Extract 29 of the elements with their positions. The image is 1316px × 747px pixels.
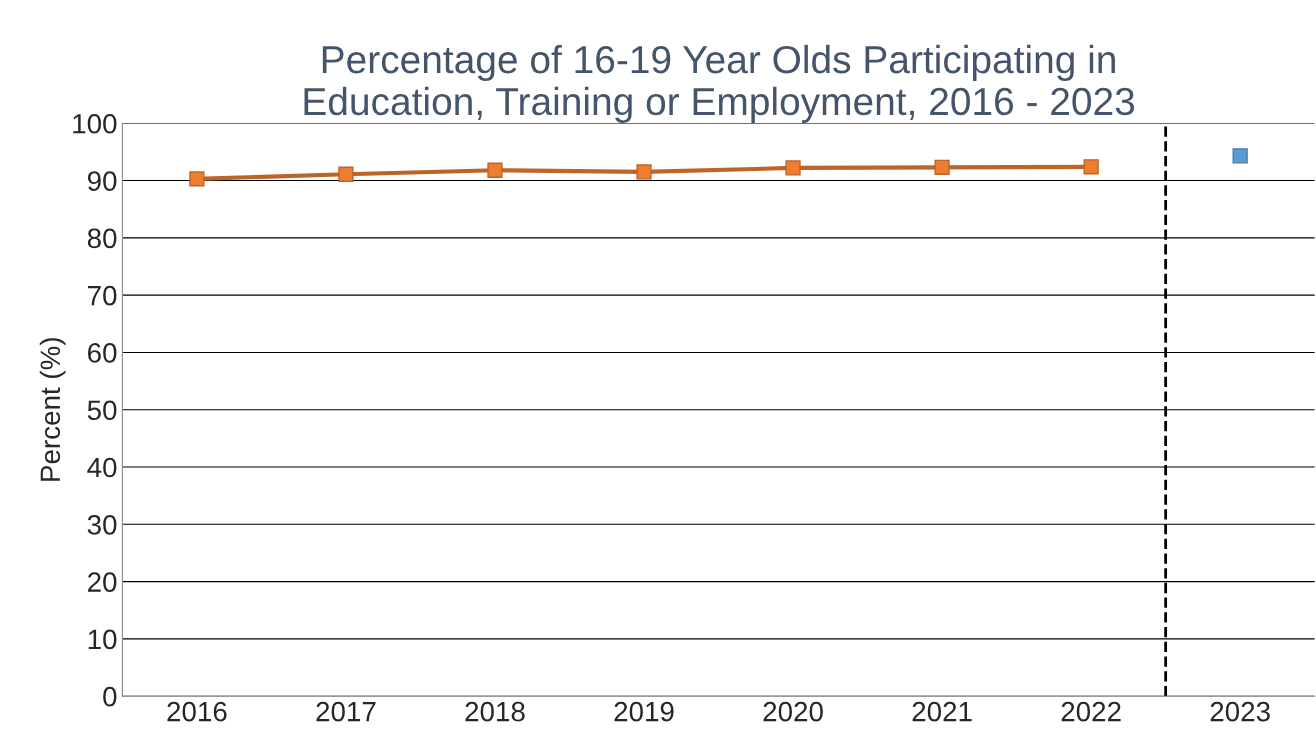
point bbox=[785, 160, 801, 176]
y-tick-label: 40 bbox=[87, 457, 117, 478]
chart-title: Percentage of 16-19 Year Olds Participating in Education, Training or Employment, 2016 - 2023 bbox=[304, 44, 1135, 123]
y-tick-label: 50 bbox=[87, 400, 117, 421]
y-tick-label: 30 bbox=[87, 514, 117, 535]
x-tick-label: 2017 bbox=[316, 701, 376, 722]
x-tick-label: 2020 bbox=[763, 701, 823, 722]
y-tick-label: 100 bbox=[73, 113, 117, 134]
x-tick-label: 2016 bbox=[167, 701, 227, 722]
y-tick-label: 10 bbox=[88, 629, 117, 650]
x-tick-label: 2023 bbox=[1210, 701, 1270, 722]
y-tick-label: 70 bbox=[88, 285, 117, 306]
x-tick-label: 2018 bbox=[465, 701, 525, 722]
point bbox=[934, 159, 950, 176]
point bbox=[636, 164, 652, 180]
x-tick-label: 2022 bbox=[1061, 701, 1121, 722]
point bbox=[189, 171, 205, 187]
point bbox=[338, 166, 354, 182]
point bbox=[1083, 159, 1099, 175]
y-tick-label: 80 bbox=[87, 228, 117, 249]
y-tick-label: 60 bbox=[88, 343, 117, 363]
x-tick-label: 2019 bbox=[614, 701, 674, 722]
point bbox=[1232, 148, 1248, 164]
y-tick-label: 20 bbox=[88, 572, 117, 592]
x-tick-label: 2021 bbox=[912, 701, 972, 722]
y-axis-title: Percent (%) bbox=[39, 338, 66, 481]
y-tick-label: 90 bbox=[87, 171, 117, 191]
y-tick-label: 0 bbox=[103, 686, 117, 707]
point bbox=[487, 162, 503, 178]
